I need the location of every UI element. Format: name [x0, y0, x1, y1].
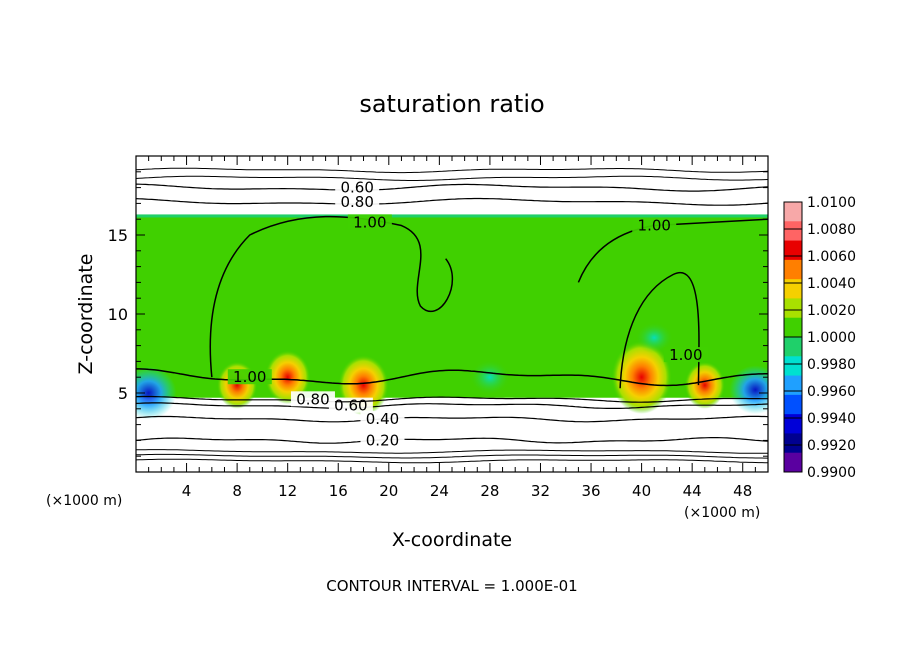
x-tick-label: 4 — [182, 482, 192, 500]
contour-label-bg — [663, 347, 708, 363]
field-minimum — [635, 321, 674, 354]
colorbar-swatch — [784, 259, 802, 280]
colorbar-label: 1.0020 — [807, 303, 856, 319]
contour-line — [136, 395, 768, 403]
colorbar-swatch — [784, 356, 802, 377]
x-tick-label: 20 — [379, 482, 398, 500]
colorbar-label: 1.0060 — [807, 249, 856, 265]
contour-label-bg — [632, 217, 677, 233]
contour-line — [136, 402, 768, 409]
x-axis-label: X-coordinate — [392, 529, 512, 551]
field-minimum — [469, 359, 511, 396]
x-tick-label: 44 — [683, 482, 702, 500]
contour-line — [136, 183, 768, 192]
colorbar-label: 1.0100 — [807, 195, 856, 211]
field-maximum — [611, 340, 672, 414]
contour-line-minor — [136, 167, 768, 174]
colorbar-swatch — [784, 414, 802, 434]
contour-line-minor — [136, 453, 768, 459]
contour-label-bg — [360, 411, 405, 427]
colorbar-swatch — [784, 394, 802, 415]
saturation-field — [136, 214, 768, 420]
contour-label: 0.80 — [296, 390, 329, 408]
y-tick-label: 10 — [108, 305, 128, 324]
x-tick-label: 24 — [430, 482, 449, 500]
contour-label: 1.00 — [638, 217, 671, 235]
x-tick-label: 40 — [632, 482, 651, 500]
contour-label: 1.00 — [233, 368, 266, 386]
x-tick-label: 28 — [480, 482, 499, 500]
x-tick-label: 12 — [278, 482, 297, 500]
field-maximum — [684, 361, 726, 409]
y-tick-label: 15 — [108, 226, 128, 245]
colorbar-swatch — [784, 202, 802, 222]
x-unit-right: (×1000 m) — [684, 505, 760, 521]
cloud-top-edge — [136, 214, 768, 218]
x-tick-label: 48 — [733, 482, 752, 500]
contour-label-bg — [227, 369, 272, 385]
contour-lines: 0.200.400.600.801.000.600.801.00 1.001.00 — [136, 167, 768, 464]
x-unit-left: (×1000 m) — [46, 493, 122, 509]
colorbar-label: 1.0000 — [807, 330, 856, 346]
x-tick-label: 16 — [329, 482, 348, 500]
colorbar-label: 1.0080 — [807, 222, 856, 238]
colorbar-swatch — [784, 433, 802, 454]
colorbar-swatch — [784, 375, 802, 396]
contour-line-minor — [136, 175, 768, 181]
colorbar-label: 0.9940 — [807, 411, 856, 427]
contour-label: 1.00 — [353, 213, 386, 231]
colorbar-swatch — [784, 337, 802, 357]
contour-line — [136, 415, 768, 423]
colorbar-label: 1.0040 — [807, 276, 856, 292]
contour-label: 0.60 — [340, 179, 373, 197]
colorbar-swatch — [784, 221, 802, 242]
contour-line-minor — [136, 458, 768, 464]
contour-label-bg — [290, 391, 335, 407]
contour-label-bg — [335, 193, 380, 209]
field-minimum — [729, 365, 768, 415]
x-tick-label: 32 — [531, 482, 550, 500]
x-tick-label: 8 — [232, 482, 242, 500]
contour-line — [136, 437, 768, 444]
colorbar: 1.0100 1.0080 1.0060 1.0040 1.0020 1.0000 0.99… — [783, 195, 856, 481]
contour-label-bg — [360, 432, 405, 448]
field-minimum — [136, 366, 177, 420]
y-tick-label: 5 — [118, 384, 128, 403]
contour-label-bg — [347, 214, 392, 230]
contour-label: 0.20 — [366, 431, 399, 449]
colorbar-label: 0.9900 — [807, 465, 856, 481]
contour-label-bg — [335, 179, 380, 195]
contour-label: 0.60 — [334, 397, 367, 415]
colorbar-label: 0.9920 — [807, 438, 856, 454]
colorbar-label: 0.9960 — [807, 384, 856, 400]
contour-line — [619, 271, 700, 389]
y-axis-label: Z-coordinate — [75, 254, 97, 375]
colorbar-swatch — [784, 317, 802, 338]
field-maximum — [264, 350, 311, 405]
chart-title: saturation ratio — [359, 90, 544, 118]
contour-label: 0.80 — [340, 193, 373, 211]
contour-line — [136, 197, 768, 206]
contour-line-minor — [136, 449, 768, 454]
colorbar-label: 0.9980 — [807, 357, 856, 373]
colorbar-swatch — [784, 298, 802, 319]
contour-label: 0.40 — [366, 410, 399, 428]
contour-interval-note: CONTOUR INTERVAL = 1.000E-01 — [326, 577, 577, 595]
x-tick-label: 36 — [581, 482, 600, 500]
colorbar-swatch — [784, 279, 802, 299]
contour-label: 1.00 — [669, 346, 702, 364]
colorbar-swatch — [784, 240, 802, 261]
colorbar-swatch — [784, 452, 802, 473]
